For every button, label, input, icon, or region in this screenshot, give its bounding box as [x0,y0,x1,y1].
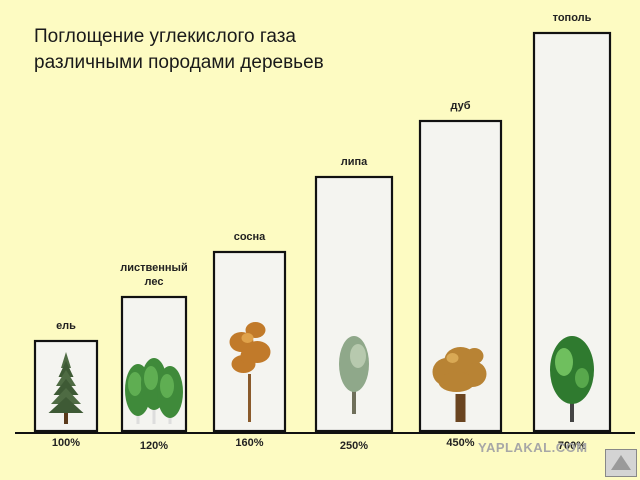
oak-tree-icon [432,347,487,422]
linden-tree-icon [339,336,369,414]
category-label-5: тополь [517,11,627,25]
title-line-2: различными породами деревьев [34,52,324,73]
corner-nav-button[interactable] [605,449,637,477]
category-label-3: липа [299,155,409,169]
value-label-2: 160% [235,437,264,449]
triangle-icon [611,455,631,470]
category-label-2-line-0: сосна [233,231,266,243]
category-label-2: сосна [195,230,305,244]
category-label-1: лиственный лес [99,261,209,289]
category-label-1-line-0: лиственный [120,262,188,274]
category-label-4-line-0: дуб [450,100,471,112]
category-label-0: ель [11,319,121,333]
category-label-5-line-0: тополь [552,12,592,24]
spruce-tree-icon [48,352,84,424]
deciduous-trees-icon [125,358,183,424]
watermark: YAPLAKAL.COM [478,440,588,455]
value-label-1: 120% [139,440,169,452]
value-label-5: 700% [557,440,587,452]
pine-tree-icon [229,322,271,422]
category-label-3-line-0: липа [340,156,368,168]
category-label-1-line-1: лес [144,276,164,288]
value-label-4: 450% [446,437,475,449]
title-line-1: Поглощение углекислого газа [34,26,297,47]
chart-title: Поглощение углекислого газа различными п… [34,24,394,76]
value-label-0: 100% [51,437,81,449]
value-label-3: 250% [339,440,369,452]
category-label-0-line-0: ель [56,320,76,332]
poplar-tree-icon [550,336,594,422]
category-label-4: дуб [406,99,516,113]
